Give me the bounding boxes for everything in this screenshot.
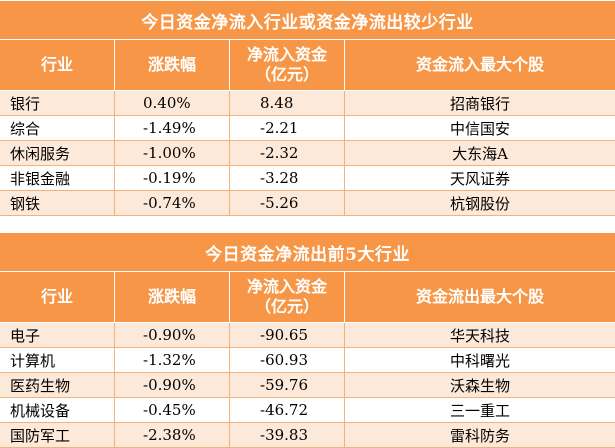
- header-row: 行业 涨跌幅 净流入资金 （亿元） 资金流出最大个股: [0, 272, 615, 323]
- table-row: 机械设备 -0.45% -46.72 三一重工: [0, 398, 615, 423]
- inflow-industry-table: 今日资金净流入行业或资金净流出较少行业 行业 涨跌幅 净流入资金 （亿元） 资金…: [0, 0, 615, 216]
- net-flow-cell: -2.32: [230, 141, 345, 165]
- change-cell: -0.74%: [115, 191, 230, 215]
- net-flow-cell: -59.76: [230, 373, 345, 397]
- table-title: 今日资金净流出前5大行业: [0, 233, 615, 272]
- header-top-stock: 资金流入最大个股: [415, 55, 544, 74]
- change-cell: 0.40%: [115, 91, 230, 115]
- header-net-flow: 净流入资金 （亿元）: [230, 272, 345, 322]
- net-flow-cell: 8.48: [230, 91, 345, 115]
- change-cell: -0.19%: [115, 166, 230, 190]
- table-row: 计算机 -1.32% -60.93 中科曙光: [0, 348, 615, 373]
- top-stock-cell: 招商银行: [449, 94, 510, 113]
- industry-cell: 计算机: [0, 348, 115, 372]
- net-flow-cell: -90.65: [230, 323, 345, 347]
- industry-cell: 电子: [0, 323, 115, 347]
- change-cell: -1.49%: [115, 116, 230, 140]
- net-flow-cell: -3.28: [230, 166, 345, 190]
- table-row: 钢铁 -0.74% -5.26 杭钢股份: [0, 191, 615, 216]
- change-cell: -1.32%: [115, 348, 230, 372]
- net-flow-cell: -60.93: [230, 348, 345, 372]
- header-top-stock: 资金流出最大个股: [415, 287, 544, 306]
- header-net-flow: 净流入资金 （亿元）: [230, 40, 345, 90]
- top-stock-cell: 中信国安: [449, 119, 510, 138]
- header-industry: 行业: [0, 272, 115, 322]
- net-flow-cell: -5.26: [230, 191, 345, 215]
- net-flow-cell: -39.83: [230, 423, 345, 447]
- net-flow-cell: -46.72: [230, 398, 345, 422]
- change-cell: -1.00%: [115, 141, 230, 165]
- change-cell: -0.45%: [115, 398, 230, 422]
- table-row: 综合 -1.49% -2.21 中信国安: [0, 116, 615, 141]
- table-title: 今日资金净流入行业或资金净流出较少行业: [0, 1, 615, 40]
- industry-cell: 非银金融: [0, 166, 115, 190]
- industry-cell: 机械设备: [0, 398, 115, 422]
- header-change: 涨跌幅: [115, 40, 230, 90]
- outflow-industry-table: 今日资金净流出前5大行业 行业 涨跌幅 净流入资金 （亿元） 资金流出最大个股 …: [0, 232, 615, 448]
- industry-cell: 钢铁: [0, 191, 115, 215]
- net-flow-cell: -2.21: [230, 116, 345, 140]
- top-stock-cell: 三一重工: [449, 401, 510, 420]
- industry-cell: 医药生物: [0, 373, 115, 397]
- top-stock-cell: 华天科技: [449, 326, 510, 345]
- industry-cell: 综合: [0, 116, 115, 140]
- header-row: 行业 涨跌幅 净流入资金 （亿元） 资金流入最大个股: [0, 40, 615, 91]
- header-change: 涨跌幅: [115, 272, 230, 322]
- change-cell: -2.38%: [115, 423, 230, 447]
- top-stock-cell: 天风证券: [449, 169, 510, 188]
- top-stock-cell: 大东海A: [452, 144, 508, 163]
- top-stock-cell: 雷科防务: [449, 426, 510, 445]
- change-cell: -0.90%: [115, 373, 230, 397]
- table-row: 非银金融 -0.19% -3.28 天风证券: [0, 166, 615, 191]
- industry-cell: 银行: [0, 91, 115, 115]
- table-row: 医药生物 -0.90% -59.76 沃森生物: [0, 373, 615, 398]
- industry-cell: 休闲服务: [0, 141, 115, 165]
- top-stock-cell: 沃森生物: [449, 376, 510, 395]
- table-row: 休闲服务 -1.00% -2.32 大东海A: [0, 141, 615, 166]
- header-industry: 行业: [0, 40, 115, 90]
- top-stock-cell: 杭钢股份: [449, 194, 510, 213]
- table-row: 电子 -0.90% -90.65 华天科技: [0, 323, 615, 348]
- table-row: 银行 0.40% 8.48 招商银行: [0, 91, 615, 116]
- table-row: 国防军工 -2.38% -39.83 雷科防务: [0, 423, 615, 448]
- industry-cell: 国防军工: [0, 423, 115, 447]
- change-cell: -0.90%: [115, 323, 230, 347]
- top-stock-cell: 中科曙光: [449, 351, 510, 370]
